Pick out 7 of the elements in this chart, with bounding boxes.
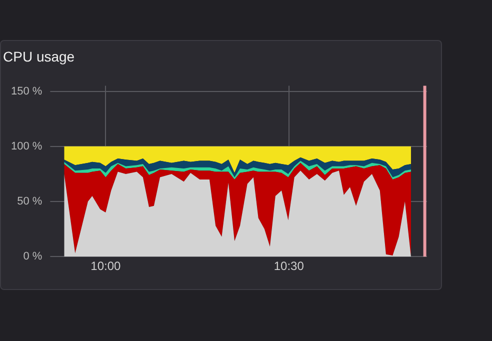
chart-title: CPU usage xyxy=(3,48,75,64)
x-tick-label: 10:30 xyxy=(274,259,304,274)
y-tick-label: 50 % xyxy=(17,196,42,208)
y-tick-label: 100 % xyxy=(10,140,42,152)
y-tick-label: 150 % xyxy=(10,85,42,98)
x-tick-label: 10:00 xyxy=(90,259,121,274)
y-tick-label: 0 % xyxy=(23,250,42,263)
